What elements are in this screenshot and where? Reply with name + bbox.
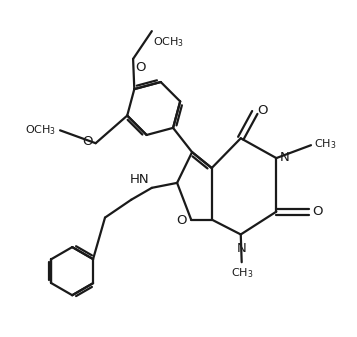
Text: O: O xyxy=(312,205,323,218)
Text: CH$_3$: CH$_3$ xyxy=(231,266,253,280)
Text: HN: HN xyxy=(130,173,149,186)
Text: O: O xyxy=(257,104,268,117)
Text: N: N xyxy=(280,151,290,164)
Text: N: N xyxy=(237,242,247,255)
Text: OCH$_3$: OCH$_3$ xyxy=(25,123,57,137)
Text: OCH$_3$: OCH$_3$ xyxy=(154,35,185,49)
Text: O: O xyxy=(82,135,93,148)
Text: CH$_3$: CH$_3$ xyxy=(314,137,337,151)
Text: O: O xyxy=(177,214,187,227)
Text: O: O xyxy=(135,61,145,73)
